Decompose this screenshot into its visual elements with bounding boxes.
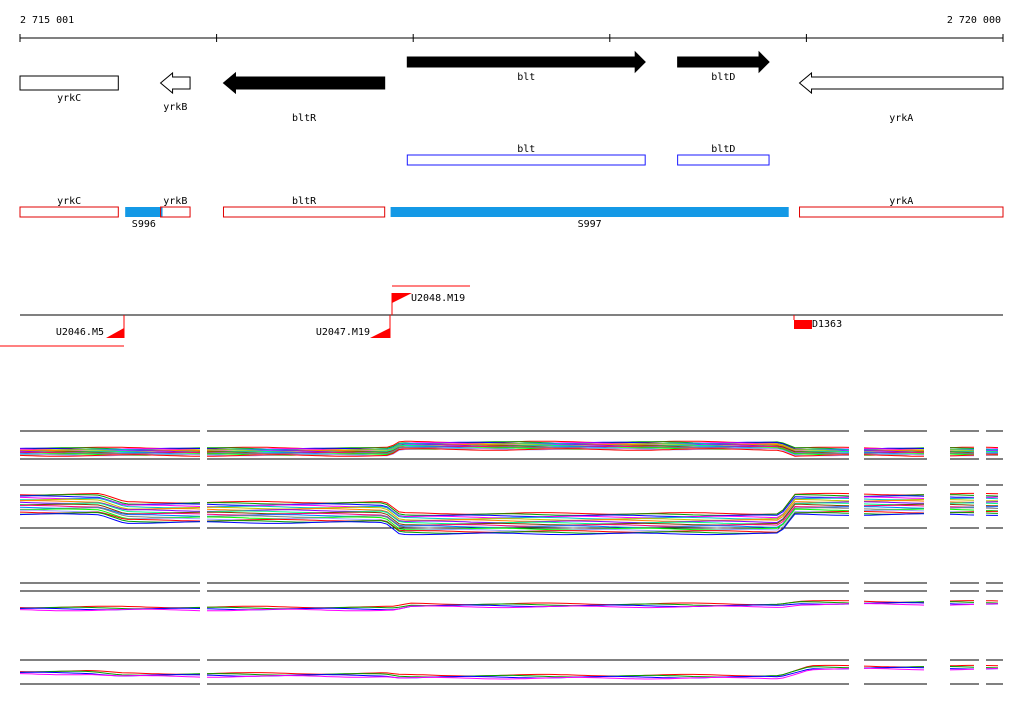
- profile-line: [19, 501, 201, 512]
- red-box-label: bltR: [292, 196, 317, 207]
- profile-line: [206, 497, 850, 520]
- marker-track: U2046.M5 U2047.M19 U2048.M19 D1363: [0, 285, 1003, 347]
- gene-arrow: [19, 75, 119, 91]
- profile-line: [949, 454, 975, 457]
- segment-bar: [125, 207, 163, 217]
- profile-line: [863, 602, 925, 604]
- profile-line: [949, 449, 975, 452]
- profile-line: [949, 603, 975, 606]
- profile-line: [949, 503, 975, 506]
- marker-flag: [392, 293, 412, 303]
- segment-bar: [390, 207, 789, 217]
- profile-line: [863, 495, 925, 498]
- profile-line: [19, 513, 200, 524]
- gene-label: yrkC: [57, 93, 81, 104]
- profile-line: [864, 667, 925, 671]
- profile-line: [19, 506, 201, 517]
- profile-line: [206, 513, 850, 536]
- profile-line: [206, 501, 850, 522]
- red-gene-box: [799, 206, 1004, 218]
- gene-arrow: [798, 71, 1004, 95]
- profile-line: [206, 600, 850, 609]
- marker-flag: [106, 328, 124, 338]
- profile-line: [949, 499, 975, 501]
- profile-line: [19, 454, 201, 457]
- ruler-end-label: 2 720 000: [947, 15, 1001, 26]
- marker-flag: [794, 320, 812, 329]
- gene-label: yrkA: [889, 113, 913, 124]
- profile-line: [863, 511, 925, 514]
- profile-line: [19, 673, 201, 678]
- profile-line: [19, 608, 201, 612]
- profile-line: [949, 508, 975, 511]
- profile-line: [949, 451, 975, 454]
- red-box-label: yrkB: [163, 196, 187, 207]
- profile-line: [863, 500, 925, 502]
- segment-track: S996 S997 yrkC yrkB bltR yrkA: [19, 196, 1004, 230]
- profile-line: [949, 666, 975, 668]
- profile-line: [949, 513, 975, 516]
- gene-arrow: [406, 50, 646, 74]
- gene-label: bltR: [292, 113, 317, 124]
- blue-box-label: blt: [517, 144, 535, 155]
- blue-gene-box-track: blt bltD: [406, 144, 770, 166]
- marker-label: D1363: [812, 319, 842, 330]
- red-box-label: yrkC: [57, 196, 81, 207]
- gene-arrow: [677, 50, 770, 74]
- gene-arrow-track: yrkC yrkB bltR blt bltD yrkA: [19, 50, 1004, 124]
- ruler-ticks: [19, 34, 1004, 42]
- profile-line: [206, 505, 850, 527]
- gene-arrow: [222, 71, 386, 95]
- profile-line: [863, 509, 925, 512]
- profile-line: [206, 448, 850, 457]
- profile-line: [20, 453, 201, 457]
- marker-label: U2046.M5: [56, 327, 104, 338]
- profile-line: [949, 494, 975, 496]
- red-gene-box: [222, 206, 386, 218]
- profile-line: [206, 502, 850, 525]
- segment-label: S997: [578, 219, 602, 230]
- profile-line: [949, 453, 975, 456]
- profile-line: [206, 668, 850, 679]
- profile-line: [863, 454, 925, 457]
- expression-profile-track: [19, 430, 1003, 685]
- coordinate-ruler: 2 715 001 2 720 000: [19, 15, 1004, 42]
- gene-label: yrkB: [163, 102, 187, 113]
- profile-line: [863, 453, 925, 456]
- blue-box-label: bltD: [711, 144, 735, 155]
- blue-gene-box: [677, 154, 770, 166]
- blue-gene-box: [406, 154, 646, 166]
- gene-label: blt: [517, 72, 535, 83]
- profile-line: [864, 603, 925, 606]
- marker-flag: [370, 328, 390, 338]
- ruler-start-label: 2 715 001: [20, 15, 74, 26]
- profile-line: [863, 504, 925, 507]
- marker-label: U2048.M19: [411, 293, 465, 304]
- red-gene-box: [19, 206, 119, 218]
- gene-arrow: [159, 71, 191, 95]
- profile-line: [206, 492, 850, 515]
- profile-line: [207, 668, 850, 680]
- profile-line: [863, 666, 925, 669]
- profile-line: [949, 447, 975, 449]
- profile-line: [863, 513, 924, 516]
- segment-label: S996: [132, 219, 156, 230]
- profile-line: [206, 603, 850, 611]
- marker-label: U2047.M19: [316, 327, 370, 338]
- profile-line: [949, 668, 975, 671]
- profile-line: [949, 601, 975, 603]
- profile-line: [19, 511, 201, 522]
- profile-line: [207, 603, 850, 612]
- red-box-label: yrkA: [889, 196, 913, 207]
- gene-label: bltD: [711, 72, 735, 83]
- red-gene-box: [160, 206, 191, 218]
- profile-line: [863, 506, 925, 509]
- profile-line: [206, 664, 850, 677]
- profile-line: [863, 501, 925, 504]
- profile-line: [864, 496, 925, 499]
- profile-line: [206, 496, 850, 518]
